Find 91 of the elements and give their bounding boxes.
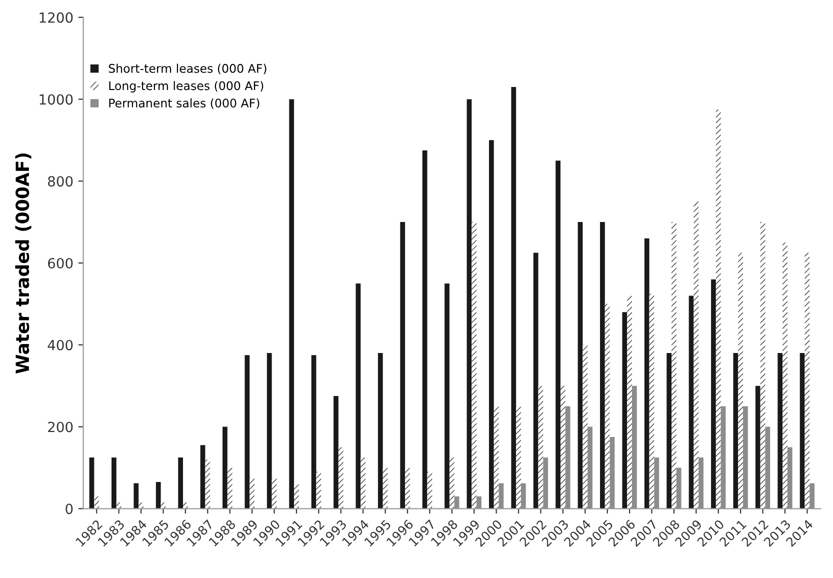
bar	[183, 502, 188, 509]
bar	[578, 222, 583, 509]
bar	[378, 353, 383, 509]
bar	[272, 478, 277, 509]
bar	[94, 496, 100, 509]
bar	[156, 482, 161, 509]
bar	[560, 386, 566, 509]
bar	[604, 304, 610, 509]
bar	[698, 457, 704, 509]
bar	[622, 312, 628, 509]
legend-label: Short-term leases (000 AF)	[108, 64, 266, 74]
y-tick-label: 800	[48, 176, 73, 187]
bar	[427, 472, 432, 509]
bar	[112, 457, 116, 509]
bar	[694, 202, 699, 509]
bar	[778, 353, 783, 509]
bar	[644, 238, 650, 509]
bar	[588, 426, 592, 509]
bar	[711, 279, 716, 509]
bar	[582, 344, 588, 509]
bar	[116, 502, 122, 509]
bar	[688, 296, 694, 509]
bar	[311, 355, 316, 509]
bar	[654, 457, 660, 509]
legend-label: Long-term leases (000 AF)	[109, 81, 264, 92]
bar	[810, 483, 815, 509]
bar	[382, 468, 388, 509]
bar	[134, 483, 139, 509]
bar	[316, 472, 322, 509]
bar	[360, 457, 366, 509]
bar	[244, 355, 250, 509]
bar	[294, 484, 299, 509]
bar	[338, 447, 344, 509]
bar	[533, 252, 538, 509]
bar	[600, 222, 605, 509]
bar	[449, 457, 454, 509]
bar	[760, 222, 766, 509]
bar	[538, 386, 544, 509]
legend-label: Permanent sales (000 AF)	[109, 98, 260, 109]
bar	[556, 160, 560, 509]
bar	[676, 468, 682, 509]
bar	[178, 457, 183, 509]
bar	[565, 406, 570, 509]
bar	[138, 502, 144, 509]
bar	[666, 353, 672, 509]
bar	[787, 447, 792, 509]
bar	[627, 296, 632, 509]
bar	[400, 222, 406, 509]
y-tick-label: 1200	[40, 12, 73, 23]
bar	[472, 222, 477, 509]
bar	[422, 150, 428, 509]
y-tick-label: 400	[48, 340, 73, 350]
y-axis-title: Water traded (000AF)	[15, 153, 32, 374]
bar	[356, 283, 361, 509]
bar	[782, 242, 788, 509]
bar	[511, 86, 516, 509]
y-tick-label: 200	[48, 422, 73, 432]
bar	[632, 386, 637, 509]
bar	[743, 406, 748, 509]
bar	[488, 140, 494, 509]
bar	[738, 252, 744, 509]
bar	[610, 436, 615, 509]
bar	[266, 353, 272, 509]
bar	[444, 283, 450, 509]
bar	[520, 483, 526, 509]
bar	[516, 406, 521, 509]
bar	[804, 252, 810, 509]
bar	[649, 294, 654, 509]
y-tick-label: 600	[48, 258, 73, 268]
bar	[800, 353, 805, 509]
bar	[765, 426, 770, 509]
bar	[250, 478, 254, 509]
bar	[334, 396, 338, 509]
bar	[733, 353, 738, 509]
bar	[289, 99, 294, 509]
bar	[205, 460, 210, 509]
bar	[222, 426, 228, 509]
bar	[466, 99, 472, 509]
bar	[476, 496, 482, 509]
bar	[89, 457, 94, 509]
bar	[200, 445, 206, 509]
bar	[716, 109, 721, 509]
y-tick-label: 1000	[40, 94, 73, 105]
bar	[405, 468, 410, 509]
bar	[543, 457, 548, 509]
bar	[720, 406, 726, 509]
bar	[227, 468, 232, 509]
bar	[494, 406, 499, 509]
bar	[672, 222, 676, 509]
bar	[755, 386, 760, 509]
y-tick-label: 0	[66, 504, 73, 514]
